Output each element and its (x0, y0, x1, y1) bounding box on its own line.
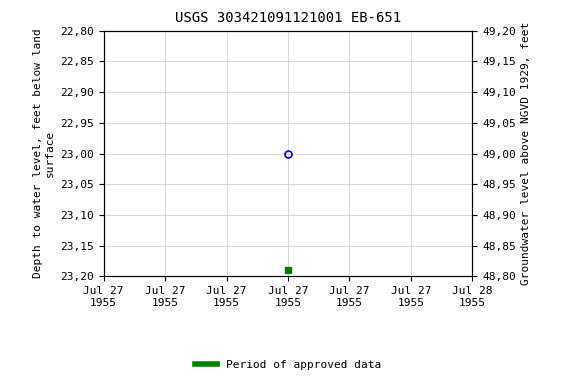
Y-axis label: Depth to water level, feet below land
surface: Depth to water level, feet below land su… (33, 29, 55, 278)
Legend: Period of approved data: Period of approved data (191, 356, 385, 375)
Title: USGS 303421091121001 EB-651: USGS 303421091121001 EB-651 (175, 12, 401, 25)
Y-axis label: Groundwater level above NGVD 1929, feet: Groundwater level above NGVD 1929, feet (521, 22, 531, 285)
